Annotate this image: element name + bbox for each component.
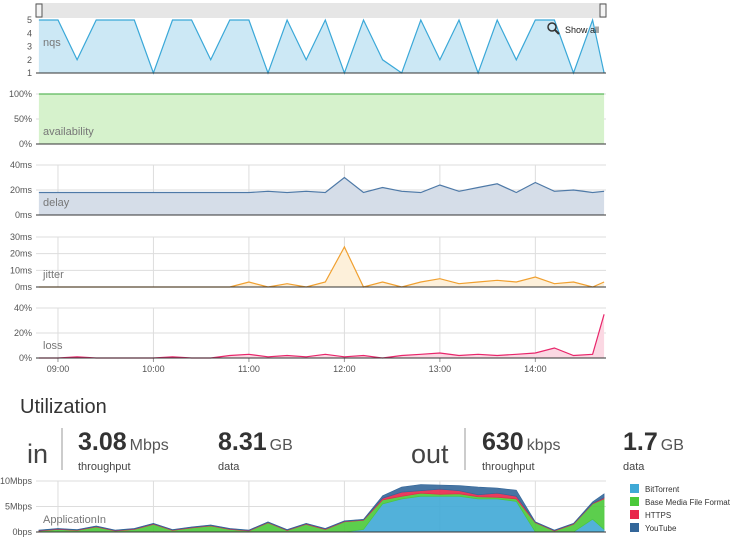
panel: 0ms 20ms 40ms delay bbox=[10, 160, 606, 220]
in-throughput: 3.08 Mbps bbox=[78, 428, 169, 456]
x-tick-label: 11:00 bbox=[238, 364, 260, 374]
y-tick-label: 40% bbox=[14, 303, 32, 313]
out-data: 1.7 GB bbox=[623, 428, 684, 456]
in-label: in bbox=[27, 439, 48, 469]
y-tick-label: 40ms bbox=[10, 160, 33, 170]
value: 630 bbox=[482, 428, 524, 456]
y-tick-label: 10ms bbox=[10, 265, 33, 275]
stacked-area bbox=[38, 484, 605, 531]
legend-swatch bbox=[630, 523, 639, 532]
panel-title: nqs bbox=[43, 37, 61, 49]
y-tick-label: 2 bbox=[27, 55, 32, 65]
legend-swatch bbox=[630, 510, 639, 519]
y-tick-label: 20ms bbox=[10, 249, 33, 259]
out-throughput-label: throughput bbox=[482, 461, 535, 473]
show-all-button[interactable]: Show all bbox=[547, 22, 599, 35]
area-fill bbox=[38, 177, 605, 215]
x-tick-label: 09:00 bbox=[47, 364, 70, 374]
in-data: 8.31 GB bbox=[218, 428, 293, 456]
series-line bbox=[38, 176, 605, 194]
unit: Mbps bbox=[130, 437, 169, 454]
panel-title: delay bbox=[43, 197, 70, 209]
zoom-icon-handle bbox=[554, 29, 560, 35]
y-tick-label: 0bps bbox=[12, 527, 32, 537]
panel-title: loss bbox=[43, 340, 63, 352]
panel: 0bps 5Mbps 10Mbps BitTorrent Base Media File… bbox=[0, 476, 731, 537]
panel: 0% 50% 100% availability bbox=[9, 89, 606, 149]
legend-swatch bbox=[630, 484, 639, 493]
y-tick-label: 0ms bbox=[15, 282, 33, 292]
area-fill bbox=[38, 20, 605, 73]
y-tick-label: 20ms bbox=[10, 185, 33, 195]
panel: 0ms 10ms 20ms 30ms jitter bbox=[10, 232, 606, 292]
y-tick-label: 20% bbox=[14, 328, 32, 338]
area-fill bbox=[38, 314, 605, 358]
y-tick-label: 1 bbox=[27, 68, 32, 78]
y-tick-label: 10Mbps bbox=[0, 476, 32, 486]
legend-label: BitTorrent bbox=[645, 485, 680, 494]
series-line bbox=[38, 17, 605, 75]
charts: 1 2 3 4 5 nqs 0% 50% 100% availability 0ms 20ms 40ms… bbox=[0, 3, 731, 537]
y-tick-label: 0ms bbox=[15, 210, 33, 220]
out-label: out bbox=[411, 439, 449, 469]
x-tick-label: 13:00 bbox=[429, 364, 452, 374]
unit: GB bbox=[270, 437, 293, 454]
unit: kbps bbox=[527, 437, 561, 454]
legend-label: YouTube bbox=[645, 524, 677, 533]
area-fill bbox=[38, 247, 605, 287]
value: 8.31 bbox=[218, 428, 267, 456]
value: 3.08 bbox=[78, 428, 127, 456]
y-tick-label: 0% bbox=[19, 139, 32, 149]
navigator-handle[interactable] bbox=[35, 3, 43, 18]
out-data-label: data bbox=[623, 461, 645, 473]
panel-title: availability bbox=[43, 126, 94, 138]
panel-title: jitter bbox=[42, 269, 64, 281]
legend-swatch bbox=[630, 497, 639, 506]
series-line bbox=[38, 314, 605, 359]
show-all-label[interactable]: Show all bbox=[565, 25, 599, 35]
y-tick-label: 4 bbox=[27, 28, 32, 38]
zoom-icon bbox=[547, 22, 557, 32]
navigator bbox=[36, 3, 606, 18]
x-tick-label: 12:00 bbox=[333, 364, 356, 374]
panel-title: ApplicationIn bbox=[43, 514, 106, 526]
panel: 0% 20% 40% 09:00 10:00 11:00 12:00 13:00 14:00 lo… bbox=[14, 303, 606, 374]
legend-label: HTTPS bbox=[645, 511, 671, 520]
value: 1.7 bbox=[623, 428, 658, 456]
out-throughput: 630 kbps bbox=[482, 428, 561, 456]
x-tick-label: 14:00 bbox=[524, 364, 547, 374]
in-throughput-label: throughput bbox=[78, 461, 131, 473]
series-line bbox=[38, 245, 605, 288]
x-tick-label: 10:00 bbox=[142, 364, 165, 374]
in-data-label: data bbox=[218, 461, 240, 473]
legend-label: Base Media File Format bbox=[645, 498, 731, 507]
unit: GB bbox=[661, 437, 684, 454]
y-tick-label: 0% bbox=[19, 353, 32, 363]
panel: 1 2 3 4 5 nqs bbox=[27, 3, 607, 78]
y-tick-label: 5 bbox=[27, 15, 32, 25]
y-tick-label: 50% bbox=[14, 114, 32, 124]
y-tick-label: 100% bbox=[9, 89, 32, 99]
utilization-heading: Utilization bbox=[20, 396, 107, 418]
area-fill bbox=[38, 94, 605, 144]
y-tick-label: 5Mbps bbox=[5, 502, 33, 512]
navigator-handle[interactable] bbox=[599, 3, 607, 18]
y-tick-label: 30ms bbox=[10, 232, 33, 242]
y-tick-label: 3 bbox=[27, 42, 32, 52]
